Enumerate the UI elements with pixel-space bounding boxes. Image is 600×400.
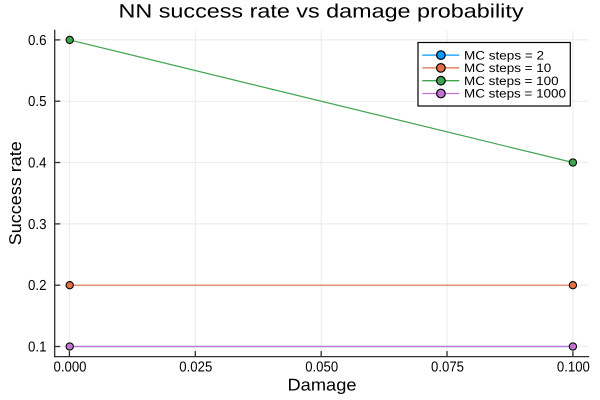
svg-text:Damage: Damage (288, 376, 357, 395)
svg-text:MC steps = 1000: MC steps = 1000 (464, 87, 566, 101)
svg-text:0.000: 0.000 (54, 360, 87, 376)
svg-text:0.6: 0.6 (28, 33, 47, 49)
svg-text:0.4: 0.4 (28, 156, 47, 172)
svg-text:0.2: 0.2 (28, 278, 47, 294)
svg-text:0.050: 0.050 (305, 360, 338, 376)
svg-text:0.3: 0.3 (28, 217, 47, 233)
svg-text:MC steps = 2: MC steps = 2 (464, 48, 544, 62)
svg-text:Success rate: Success rate (6, 141, 25, 245)
svg-text:0.5: 0.5 (28, 94, 47, 110)
svg-text:0.1: 0.1 (28, 340, 47, 356)
svg-text:NN success rate vs damage prob: NN success rate vs damage probability (119, 2, 524, 23)
svg-text:MC steps = 10: MC steps = 10 (464, 61, 552, 75)
svg-text:MC steps = 100: MC steps = 100 (464, 74, 559, 88)
svg-text:0.075: 0.075 (431, 360, 464, 376)
svg-text:0.025: 0.025 (179, 360, 212, 376)
svg-text:0.100: 0.100 (557, 360, 590, 376)
